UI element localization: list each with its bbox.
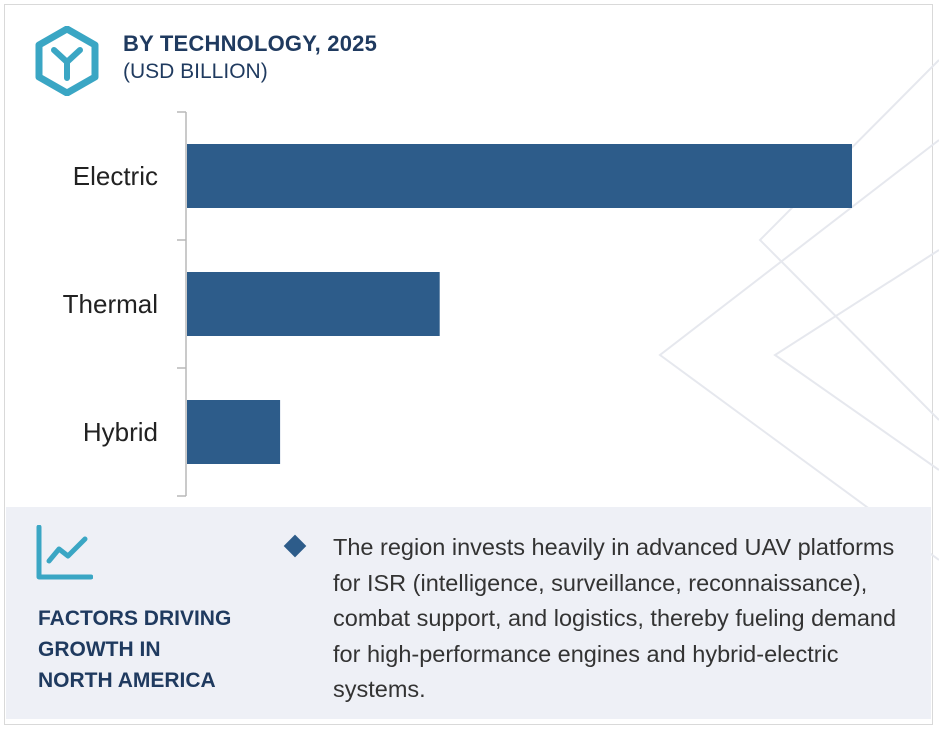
- chart-title: BY TECHNOLOGY, 2025: [123, 31, 378, 56]
- hexagon-y-logo-icon: [35, 26, 99, 96]
- trend-line-chart-icon: [36, 525, 93, 580]
- factors-description: The region invests heavily in advanced U…: [333, 534, 897, 702]
- bar-electric: [187, 144, 852, 208]
- factors-panel: [6, 507, 931, 719]
- factors-heading: FACTORS DRIVING GROWTH IN NORTH AMERICA: [38, 607, 232, 692]
- category-label-hybrid: Hybrid: [83, 417, 158, 447]
- chart-subtitle: (USD BILLION): [123, 60, 268, 83]
- category-label-electric: Electric: [73, 161, 158, 191]
- bar-hybrid: [187, 400, 281, 464]
- category-label-thermal: Thermal: [63, 289, 158, 319]
- bar-thermal: [187, 272, 440, 336]
